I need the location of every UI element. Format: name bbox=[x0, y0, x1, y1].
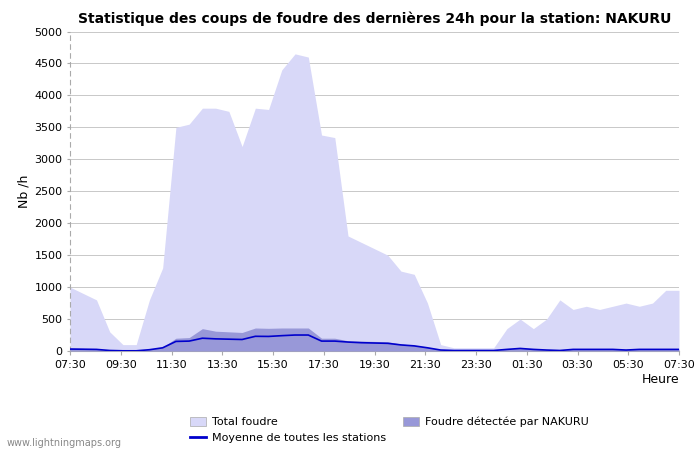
Text: Heure: Heure bbox=[641, 374, 679, 387]
Title: Statistique des coups de foudre des dernières 24h pour la station: NAKURU: Statistique des coups de foudre des dern… bbox=[78, 12, 671, 26]
Legend: Total foudre, Moyenne de toutes les stations, Foudre détectée par NAKURU: Total foudre, Moyenne de toutes les stat… bbox=[186, 412, 593, 448]
Text: www.lightningmaps.org: www.lightningmaps.org bbox=[7, 438, 122, 448]
Y-axis label: Nb /h: Nb /h bbox=[17, 175, 30, 208]
